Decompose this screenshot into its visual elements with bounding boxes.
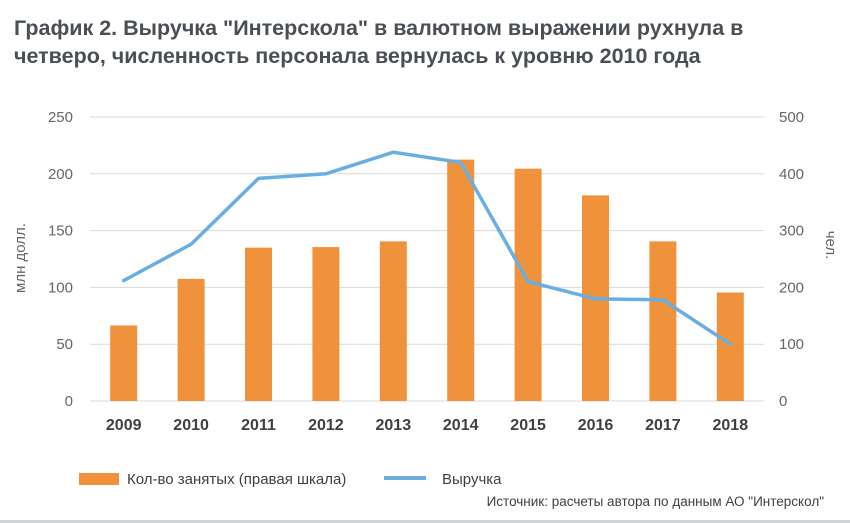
bar-series xyxy=(110,159,744,401)
x-tick-label: 2016 xyxy=(578,417,614,434)
y-right-tick-label: 500 xyxy=(779,109,804,126)
x-tick-label: 2009 xyxy=(106,417,142,434)
y-right-tick-label: 200 xyxy=(779,279,804,296)
bar-2012 xyxy=(312,247,340,401)
y-left-tick-label: 200 xyxy=(48,166,73,183)
y-left-tick-label: 250 xyxy=(48,109,73,126)
bar-2009 xyxy=(110,325,138,401)
source-note: Источник: расчеты автора по данным АО "И… xyxy=(486,494,824,509)
y-left-tick-label: 50 xyxy=(56,336,73,353)
y-axis-left-title: млн долл. xyxy=(12,223,29,293)
y-right-tick-label: 100 xyxy=(779,336,804,353)
y-axis-right-ticks: 500 400 300 200 100 0 xyxy=(779,109,804,410)
x-tick-label: 2013 xyxy=(376,417,412,434)
x-tick-label: 2010 xyxy=(173,417,209,434)
y-left-tick-label: 0 xyxy=(65,393,73,410)
bar-2018 xyxy=(716,292,744,401)
x-tick-label: 2015 xyxy=(510,417,546,434)
revenue-line xyxy=(121,150,733,346)
x-tick-label: 2017 xyxy=(645,417,681,434)
legend: Кол-во занятых (правая шкала) Выручка xyxy=(79,471,502,488)
x-tick-label: 2018 xyxy=(713,417,749,434)
bar-2010 xyxy=(177,278,205,401)
y-right-tick-label: 400 xyxy=(779,166,804,183)
legend-label-line: Выручка xyxy=(442,471,502,488)
x-tick-label: 2012 xyxy=(308,417,344,434)
x-tick-label: 2011 xyxy=(241,417,276,434)
y-axis-right-title: чел. xyxy=(822,231,839,260)
legend-swatch-bars xyxy=(79,473,119,485)
bar-2017 xyxy=(649,241,677,401)
y-left-tick-label: 150 xyxy=(48,223,73,240)
y-left-tick-label: 100 xyxy=(48,279,73,296)
bar-2011 xyxy=(245,247,272,401)
x-axis-labels: 2009 2010 2011 2012 2013 2014 2015 2016 2017 2018 xyxy=(106,417,748,434)
legend-label-bars: Кол-во занятых (правая шкала) xyxy=(127,471,346,488)
y-right-tick-label: 0 xyxy=(779,393,787,410)
line-series xyxy=(121,150,733,346)
bottom-rule xyxy=(0,520,850,523)
bar-2014 xyxy=(447,159,475,401)
y-axis-left-ticks: 250 200 150 100 50 0 xyxy=(48,109,73,410)
bar-2013 xyxy=(379,241,407,401)
x-tick-label: 2014 xyxy=(443,417,479,434)
y-right-tick-label: 300 xyxy=(779,223,804,240)
chart-title: График 2. Выручка "Интерскола" в валютно… xyxy=(14,16,744,68)
